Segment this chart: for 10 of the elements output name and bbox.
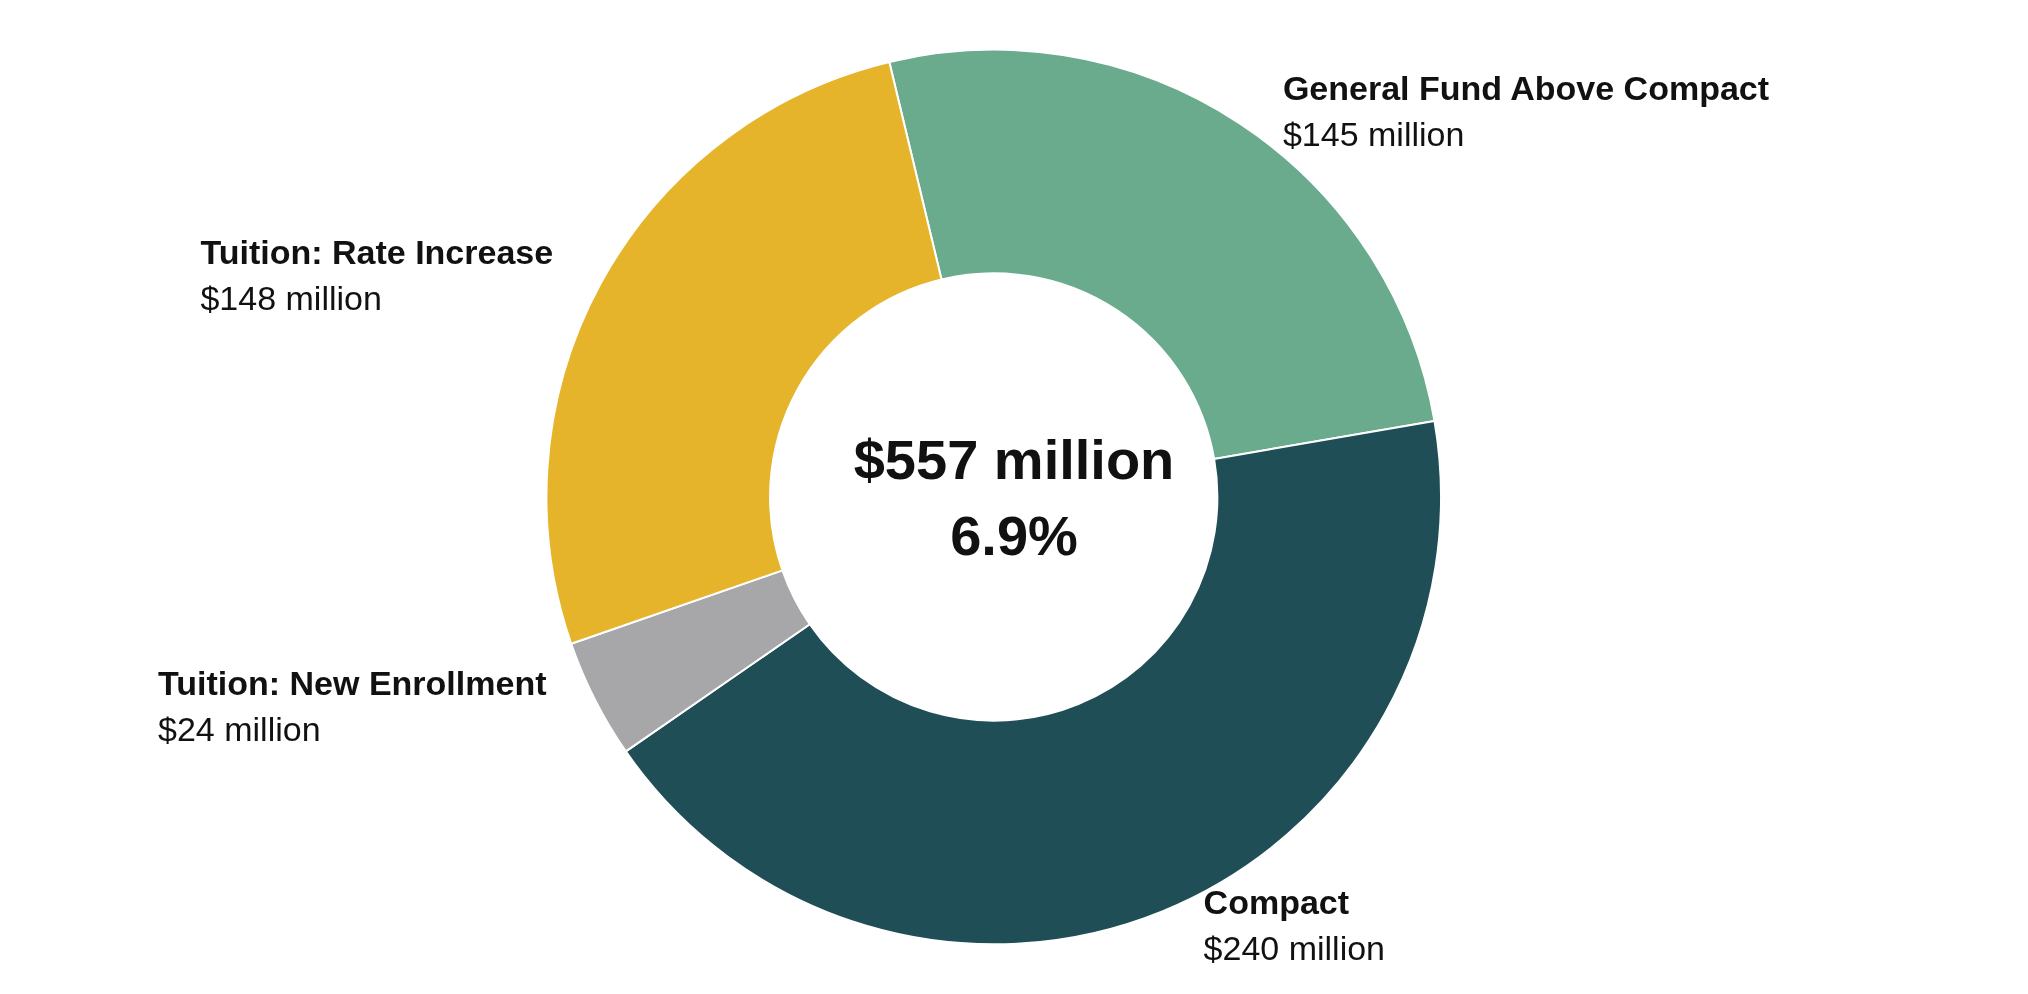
slice-label: General Fund Above Compact (1282, 68, 1770, 107)
data-label: $145 million (1282, 114, 1465, 153)
slice-label: Tuition: New Enrollment (158, 664, 547, 703)
data-label: $24 million (158, 710, 321, 749)
text: $557 million (853, 427, 1175, 491)
slice-label: Tuition: Rate Increase (200, 233, 554, 272)
data-label: $148 million (200, 279, 382, 318)
slice-label: Compact (1203, 882, 1350, 921)
data-label: $240 million (1203, 928, 1386, 967)
text: 6.9% (950, 503, 1078, 567)
